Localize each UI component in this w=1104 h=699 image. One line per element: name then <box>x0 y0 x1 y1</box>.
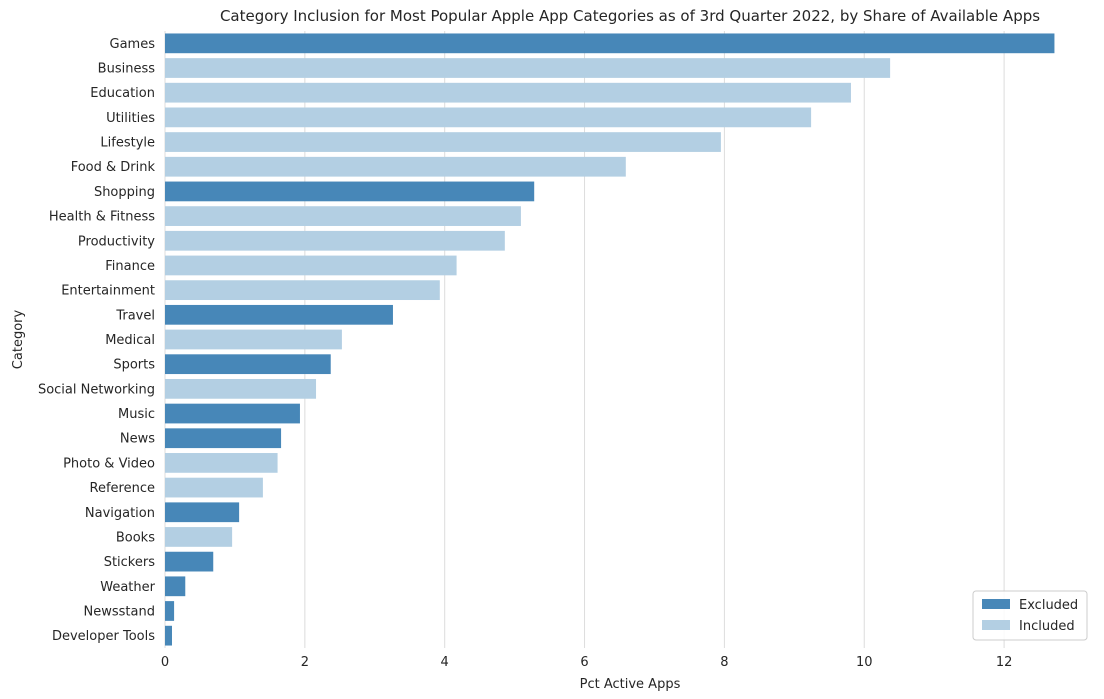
y-tick-label-news: News <box>120 432 155 447</box>
bar-social-networking <box>165 378 317 399</box>
y-tick-label-music: Music <box>118 407 155 422</box>
y-tick-label-business: Business <box>98 62 156 77</box>
y-tick-label-books: Books <box>116 530 155 545</box>
bar-weather <box>165 576 186 597</box>
y-tick-label-stickers: Stickers <box>104 555 156 570</box>
legend: Excluded Included <box>972 590 1088 641</box>
bar-medical <box>165 329 342 350</box>
y-tick-label-social-networking: Social Networking <box>38 382 155 397</box>
bar-navigation <box>165 502 240 523</box>
bar-books <box>165 527 233 547</box>
bar-developer-tools <box>165 625 172 646</box>
legend-label-included: Included <box>1019 619 1075 634</box>
bar-shopping <box>165 181 535 202</box>
y-tick-label-food-drink: Food & Drink <box>71 160 156 175</box>
y-tick-label-lifestyle: Lifestyle <box>100 136 155 151</box>
x-tick-label-6: 6 <box>580 655 588 670</box>
y-tick-label-weather: Weather <box>100 580 155 595</box>
bar-finance <box>165 255 457 276</box>
y-tick-label-education: Education <box>90 86 155 101</box>
bar-travel <box>165 304 393 325</box>
bar-health-fitness <box>165 206 521 226</box>
bar-photo-video <box>165 453 278 473</box>
chart-title: Category Inclusion for Most Popular Appl… <box>220 7 1040 25</box>
bar-utilities <box>165 107 812 128</box>
y-tick-label-finance: Finance <box>105 259 155 274</box>
x-axis-label: Pct Active Apps <box>580 677 681 692</box>
x-tick-labels: 0 2 4 6 8 10 12 <box>161 655 1013 670</box>
y-tick-label-games: Games <box>110 37 156 52</box>
bar-food-drink <box>165 156 626 177</box>
x-tick-label-12: 12 <box>996 655 1013 670</box>
legend-swatch-excluded <box>982 599 1010 609</box>
y-tick-label-travel: Travel <box>115 308 155 323</box>
bar-productivity <box>165 230 505 251</box>
y-tick-label-developer-tools: Developer Tools <box>52 629 155 644</box>
bar-news <box>165 428 282 449</box>
bar-newsstand <box>165 601 175 621</box>
y-tick-label-medical: Medical <box>105 333 155 348</box>
bar-reference <box>165 477 263 498</box>
y-tick-label-newsstand: Newsstand <box>84 604 155 619</box>
bar-sports <box>165 354 331 375</box>
y-tick-label-sports: Sports <box>113 358 155 373</box>
y-tick-label-reference: Reference <box>90 481 155 496</box>
x-tick-label-10: 10 <box>856 655 873 670</box>
legend-label-excluded: Excluded <box>1019 598 1078 613</box>
legend-swatch-included <box>982 620 1010 630</box>
y-tick-label-health-fitness: Health & Fitness <box>49 210 155 225</box>
bars <box>165 33 1055 646</box>
bar-stickers <box>165 551 214 572</box>
x-tick-label-8: 8 <box>720 655 728 670</box>
y-tick-label-shopping: Shopping <box>94 185 155 200</box>
y-axis-label: Category <box>11 310 26 370</box>
bar-lifestyle <box>165 132 721 152</box>
y-tick-labels: Games Business Education Utilities Lifestyle… <box>38 37 156 644</box>
x-tick-label-4: 4 <box>441 655 449 670</box>
x-tick-label-2: 2 <box>301 655 309 670</box>
y-tick-label-entertainment: Entertainment <box>61 284 155 299</box>
x-tick-label-0: 0 <box>161 655 169 670</box>
bar-business <box>165 58 891 78</box>
bar-entertainment <box>165 280 440 301</box>
y-tick-label-navigation: Navigation <box>85 506 155 521</box>
y-tick-label-productivity: Productivity <box>78 234 155 249</box>
y-tick-label-photo-video: Photo & Video <box>63 456 155 471</box>
bar-games <box>165 33 1055 54</box>
bar-music <box>165 403 300 424</box>
y-tick-label-utilities: Utilities <box>106 111 155 126</box>
bar-education <box>165 82 851 103</box>
